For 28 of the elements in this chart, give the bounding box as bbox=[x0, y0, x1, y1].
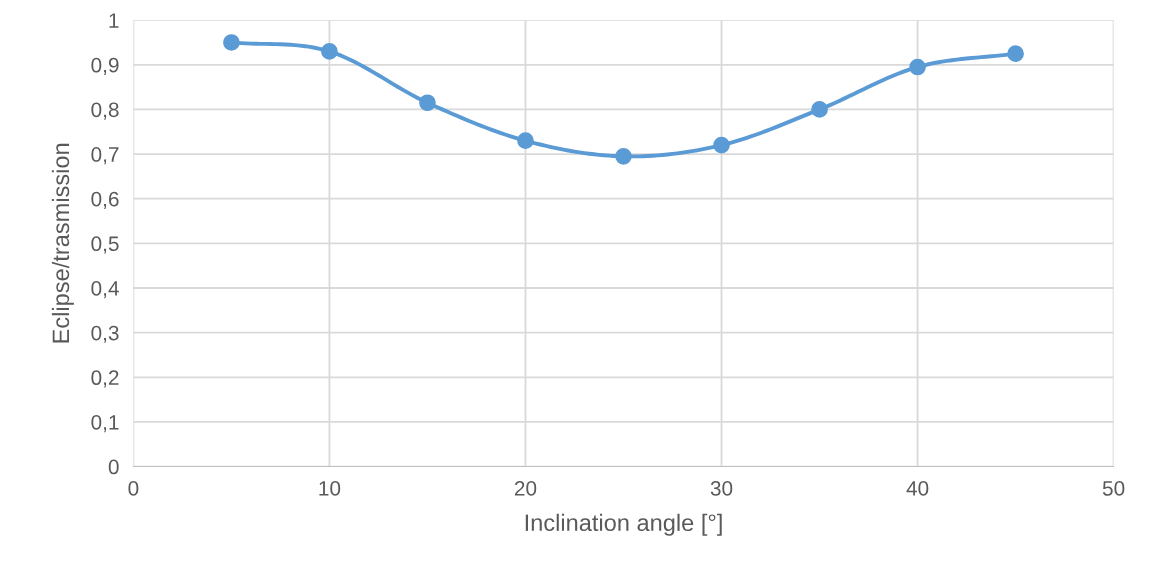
y-tick-label: 0,2 bbox=[91, 370, 119, 388]
x-tick-label: 0 bbox=[128, 481, 139, 496]
y-tick-label: 0,3 bbox=[91, 325, 119, 343]
x-tick-label: 10 bbox=[319, 481, 341, 496]
y-tick-label: 0,9 bbox=[91, 57, 119, 76]
x-tick-label: 50 bbox=[1102, 481, 1125, 496]
x-tick-label: 30 bbox=[710, 481, 733, 496]
y-tick-label: 0,8 bbox=[91, 102, 119, 120]
point bbox=[517, 132, 534, 150]
y-axis-title: Eclipse/trasmission bbox=[51, 143, 74, 343]
y-tick-label: 1 bbox=[109, 13, 119, 28]
point bbox=[419, 94, 436, 112]
y-tick-label: 0 bbox=[108, 459, 119, 475]
point bbox=[615, 147, 632, 165]
point bbox=[321, 43, 338, 60]
y-tick-label: 0,7 bbox=[91, 147, 119, 165]
y-tick-label: 0,1 bbox=[91, 414, 119, 433]
point bbox=[1007, 45, 1024, 62]
y-tick-label: 0,4 bbox=[91, 281, 119, 299]
point bbox=[909, 58, 926, 76]
x-tick-label: 20 bbox=[514, 481, 537, 496]
point bbox=[223, 34, 240, 51]
y-tick-label: 0,6 bbox=[91, 191, 119, 209]
x-axis-title: Inclination angle [°] bbox=[525, 513, 722, 536]
y-tick-label: 0,5 bbox=[91, 236, 119, 254]
point bbox=[713, 136, 730, 154]
x-tick-label: 40 bbox=[906, 481, 929, 496]
point bbox=[811, 101, 828, 118]
